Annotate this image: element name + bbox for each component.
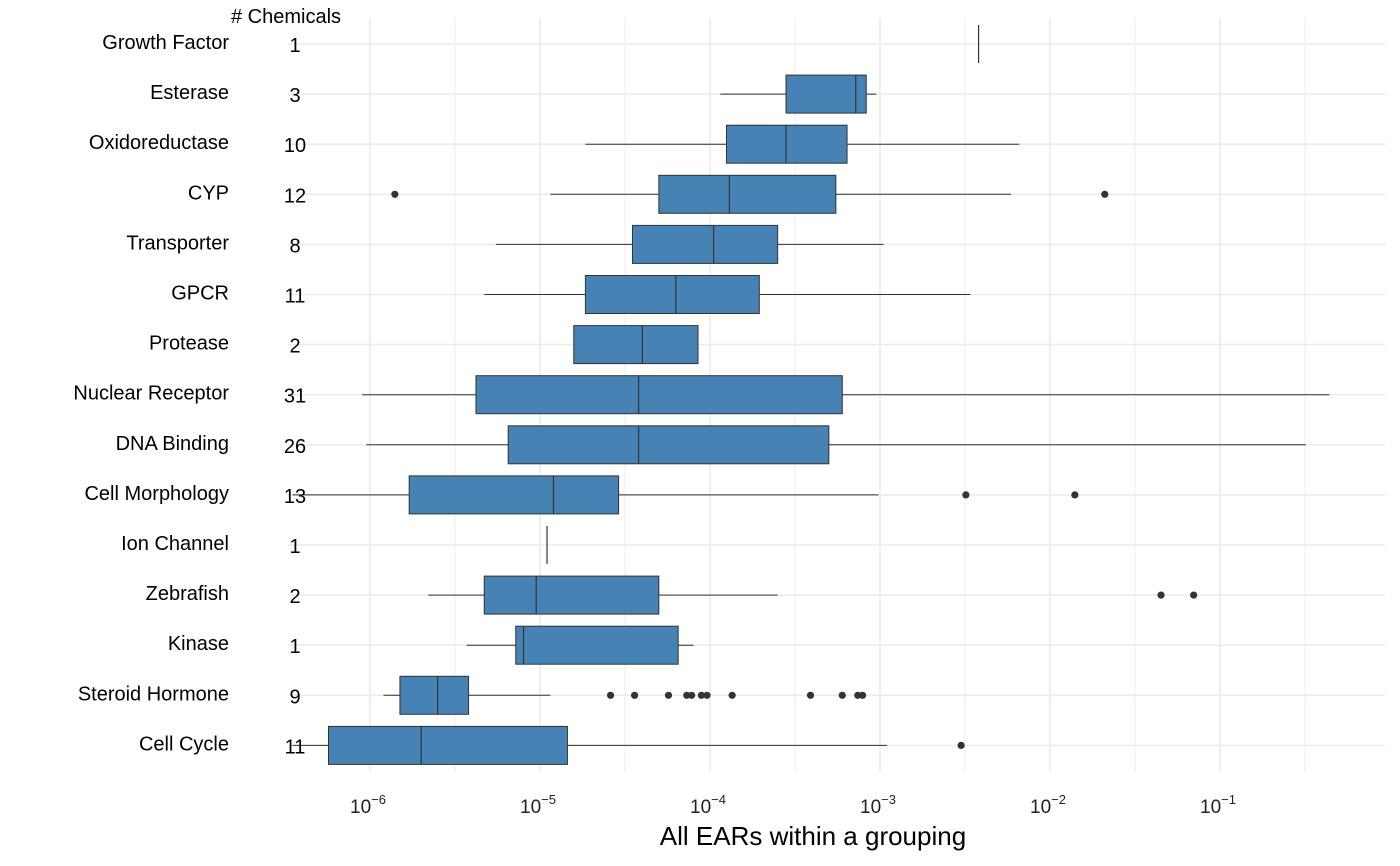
- count-label: 11: [285, 286, 306, 308]
- category-label: Ion Channel: [121, 533, 229, 555]
- iqr-box: [725, 124, 848, 164]
- box-group: [484, 275, 971, 314]
- count-label: 1: [289, 536, 300, 558]
- box-group: [495, 224, 884, 264]
- iqr-box: [515, 625, 679, 665]
- count-label: 26: [284, 436, 306, 458]
- count-label: 1: [289, 35, 300, 57]
- outlier-point: [606, 691, 615, 699]
- box-group: [362, 375, 1330, 415]
- category-label: Oxidoreductase: [89, 132, 229, 154]
- count-column-title: # Chemicals: [231, 6, 341, 28]
- outlier-point: [728, 691, 736, 699]
- count-label: 9: [289, 686, 300, 708]
- box-group: [720, 74, 877, 114]
- outlier-point: [1101, 190, 1109, 198]
- outlier-point: [1071, 491, 1079, 499]
- iqr-box: [507, 425, 830, 465]
- x-axis-title: All EARs within a grouping: [660, 821, 966, 851]
- category-label: Nuclear Receptor: [73, 383, 229, 405]
- outlier-point: [697, 691, 705, 699]
- outlier-point: [1157, 591, 1165, 599]
- x-tick-label: 10−2: [1030, 792, 1066, 818]
- iqr-box: [631, 224, 779, 264]
- iqr-box: [327, 725, 568, 765]
- outlier-point: [962, 491, 970, 499]
- outlier-point: [806, 691, 815, 699]
- iqr-box: [408, 475, 620, 515]
- iqr-box: [483, 575, 660, 615]
- x-tick-label: 10−5: [520, 792, 556, 818]
- category-label: Cell Morphology: [84, 483, 229, 505]
- iqr-box: [573, 325, 699, 365]
- iqr-box: [785, 74, 867, 114]
- iqr-box: [475, 375, 843, 415]
- count-label: 11: [285, 736, 306, 758]
- box-group: [383, 675, 867, 715]
- box-group: [292, 475, 1079, 515]
- category-label: Steroid Hormone: [78, 683, 229, 705]
- iqr-box: [399, 675, 470, 715]
- count-label: 2: [289, 336, 300, 358]
- count-label: 13: [284, 486, 306, 508]
- outlier-point: [664, 691, 673, 699]
- category-label: Zebrafish: [146, 583, 229, 605]
- category-label: Esterase: [150, 82, 229, 104]
- count-label: 31: [284, 386, 306, 408]
- outlier-point: [688, 691, 696, 699]
- category-label: Transporter: [126, 232, 229, 254]
- count-label: 1: [289, 636, 300, 658]
- outlier-point: [858, 691, 867, 699]
- category-label: DNA Binding: [116, 433, 229, 455]
- x-tick-label: 10−4: [690, 792, 726, 818]
- category-label: Cell Cycle: [139, 733, 229, 755]
- outlier-point: [391, 190, 399, 198]
- box-group: [391, 174, 1109, 214]
- box-group: [428, 575, 1198, 615]
- box-group: [585, 124, 1020, 164]
- x-tick-label: 10−1: [1200, 792, 1236, 818]
- iqr-box: [658, 174, 837, 214]
- outlier-point: [1190, 591, 1198, 599]
- count-label: 10: [284, 135, 306, 157]
- category-label: GPCR: [171, 283, 229, 305]
- category-label: Growth Factor: [102, 32, 229, 54]
- outlier-point: [957, 741, 965, 750]
- category-label: CYP: [188, 182, 229, 204]
- labels-layer: # Chemicals All EARs within a grouping G…: [73, 6, 1236, 851]
- count-label: 2: [289, 586, 300, 608]
- category-label: Kinase: [168, 633, 229, 655]
- box-group: [573, 325, 699, 365]
- count-label: 8: [289, 235, 300, 257]
- x-tick-label: 10−6: [350, 792, 386, 818]
- x-tick-label: 10−3: [860, 792, 896, 818]
- outlier-point: [838, 691, 846, 699]
- count-label: 12: [284, 185, 306, 207]
- iqr-box: [584, 275, 760, 314]
- count-label: 3: [289, 85, 300, 107]
- category-label: Protease: [149, 333, 229, 355]
- marks-layer: [292, 25, 1330, 765]
- box-group: [292, 725, 965, 765]
- outlier-point: [703, 691, 711, 699]
- box-group: [466, 625, 694, 665]
- outlier-point: [630, 691, 639, 699]
- box-group: [366, 425, 1306, 465]
